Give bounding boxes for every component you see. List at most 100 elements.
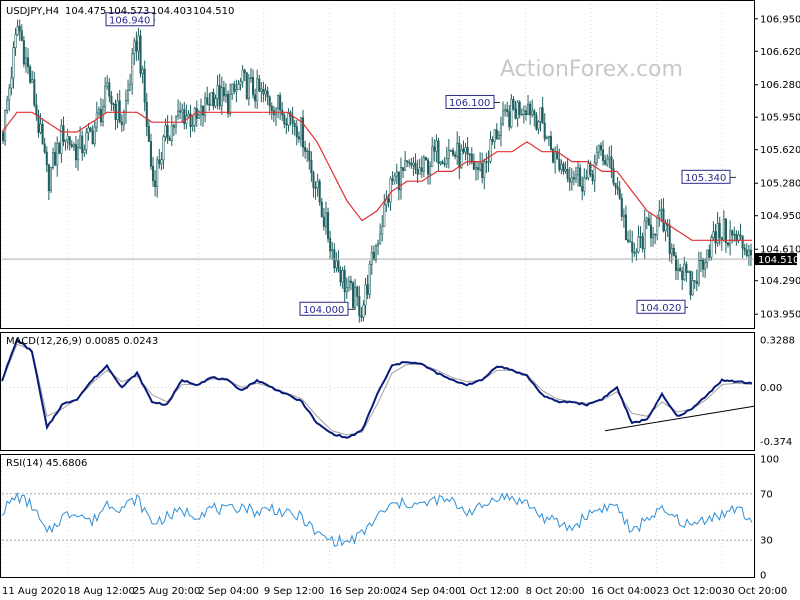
x-tick-label: 11 Aug 2020 (2, 586, 66, 597)
candle-body (206, 97, 209, 105)
candle-body (710, 237, 713, 258)
candle-body (645, 217, 648, 222)
candle-body (518, 101, 521, 115)
x-tick-label: 23 Oct 12:00 (657, 586, 722, 597)
candle-body (737, 234, 740, 242)
x-tick-label: 1 Oct 12:00 (460, 586, 519, 597)
candle-body (12, 47, 15, 79)
candle-body (695, 281, 698, 284)
candle-body (20, 30, 23, 41)
candle-body (264, 90, 267, 95)
candle-body (524, 110, 527, 116)
macd-y-tick-label: -0.374 (760, 437, 792, 448)
candle-body (437, 140, 440, 164)
candle-body (729, 230, 732, 246)
candle-body (306, 150, 309, 153)
candle-body (493, 129, 496, 142)
candle-body (495, 129, 498, 139)
candle-body (716, 223, 719, 244)
candle-body (308, 150, 311, 161)
candle-body (708, 249, 711, 258)
candle-body (58, 143, 61, 154)
candle-body (110, 95, 113, 105)
candle-body (649, 224, 652, 239)
candle-body (6, 99, 9, 111)
candle-body (241, 69, 244, 83)
candle-body (477, 167, 480, 170)
candle-body (177, 110, 180, 117)
candle-body (387, 198, 390, 203)
candle-body (704, 262, 707, 270)
candle-body (318, 180, 321, 203)
candle-body (572, 177, 575, 180)
price-annotation-box (681, 169, 731, 184)
candle-body (212, 92, 215, 107)
candle-body (324, 212, 327, 227)
candle-body (585, 177, 588, 179)
candle-body (239, 81, 242, 85)
candle-body (227, 94, 230, 114)
candle-body (349, 280, 352, 284)
price-annotation-label: 105.340 (685, 173, 726, 184)
candle-body (49, 167, 52, 191)
candle-body (362, 304, 365, 318)
candle-body (577, 167, 580, 176)
candle-body (718, 223, 721, 239)
candle-body (193, 108, 196, 126)
x-tick-label: 30 Oct 20:00 (722, 586, 787, 597)
candle-body (24, 57, 27, 65)
candle-body (295, 126, 298, 138)
candle-body (404, 160, 407, 171)
price-y-tick-label: 105.950 (760, 113, 800, 124)
candle-body (277, 95, 280, 109)
candle-body (564, 168, 567, 172)
candle-body (691, 280, 694, 296)
candle-body (31, 79, 34, 83)
candle-body (724, 218, 727, 243)
price-annotation-label: 106.100 (449, 98, 490, 109)
candle-body (87, 127, 90, 133)
open-value: 104.475 (65, 6, 106, 17)
candle-body (327, 212, 330, 239)
candle-body (262, 88, 265, 95)
candle-body (383, 204, 386, 227)
candle-body (343, 269, 346, 293)
candle-body (381, 226, 384, 235)
candle-body (629, 240, 632, 243)
moving-average-line (1, 111, 752, 241)
rsi-title: RSI(14) 45.6806 (6, 458, 87, 469)
candle-body (37, 114, 40, 133)
candle-body (162, 136, 165, 161)
candle-body (91, 130, 94, 145)
candle-body (735, 233, 738, 242)
candle-body (560, 163, 563, 170)
candle-body (579, 167, 582, 187)
candle-body (408, 161, 411, 164)
candle-body (591, 174, 594, 181)
candle-body (516, 101, 519, 119)
candle-body (681, 270, 684, 280)
candle-body (677, 267, 680, 271)
candle-body (462, 148, 465, 153)
candle-body (368, 264, 371, 295)
candle-body (93, 126, 96, 145)
macd-y-tick-label: 0.3288 (760, 336, 795, 347)
candle-body (624, 214, 627, 241)
candle-body (199, 105, 202, 116)
candle-body (372, 251, 375, 261)
candle-body (268, 96, 271, 107)
candle-body (497, 135, 500, 139)
candle-body (168, 138, 171, 141)
candle-body (535, 114, 538, 130)
candle-body (62, 125, 65, 142)
candle-body (470, 153, 473, 163)
candle-body (249, 77, 252, 79)
candle-body (54, 152, 57, 166)
candle-body (685, 263, 688, 273)
candle-body (412, 162, 415, 166)
price-annotation-box (636, 299, 686, 314)
candle-body (447, 150, 450, 159)
x-tick-label: 9 Sep 12:00 (264, 586, 324, 597)
candle-body (283, 114, 286, 125)
candle-body (420, 167, 423, 172)
